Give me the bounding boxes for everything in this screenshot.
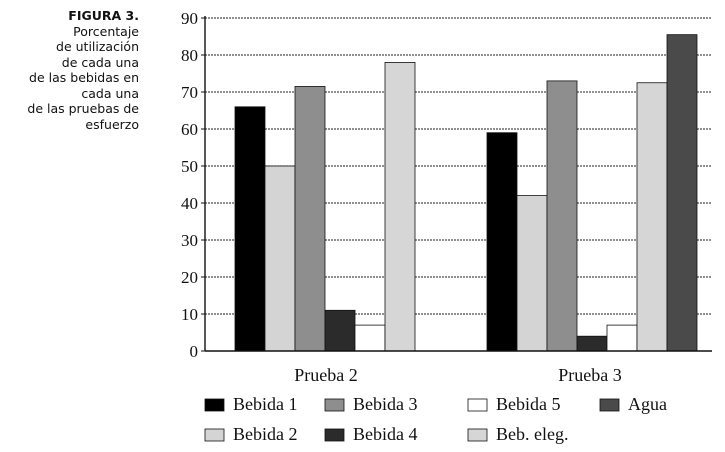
legend-swatch-bebida-3 xyxy=(324,398,345,412)
bar-bebida-4-prueba-3 xyxy=(576,335,608,352)
figure-caption-label: FIGURA 3. xyxy=(68,8,139,23)
legend-label-bebida-3: Bebida 3 xyxy=(353,394,418,414)
y-tick-label-90: 90 xyxy=(181,9,198,28)
legend: Bebida 1 Bebida 3 Bebida 5 Agua Bebida 2 Bebi… xyxy=(204,394,667,444)
y-tick-label-60: 60 xyxy=(181,120,198,139)
category-label-1: Prueba 2 xyxy=(294,365,357,385)
bar-bebida-4-prueba-2 xyxy=(324,309,356,352)
y-tick-label-70: 70 xyxy=(181,83,198,102)
legend-swatch-bebida-4 xyxy=(324,428,345,442)
bar-bebida-5-prueba-2 xyxy=(354,324,386,352)
y-tick-label-50: 50 xyxy=(181,157,198,176)
y-tick-label-30: 30 xyxy=(181,231,198,250)
bar-bebida-2-prueba-2 xyxy=(264,165,296,352)
figure-caption: FIGURA 3. Porcentaje de utilización de c… xyxy=(0,8,139,132)
bar-beb-eleg--prueba-2 xyxy=(384,62,416,352)
legend-swatch-agua xyxy=(599,398,620,412)
bars xyxy=(234,34,698,352)
figure-caption-text: Porcentaje de utilización de cada una de… xyxy=(27,23,139,132)
legend-swatch-bebida-2 xyxy=(204,428,225,442)
legend-swatch-bebida-1 xyxy=(204,398,225,412)
y-tick-label-0: 0 xyxy=(190,342,199,361)
y-tick-label-80: 80 xyxy=(181,46,198,65)
bar-beb-eleg--prueba-3 xyxy=(636,82,668,352)
bar-bebida-2-prueba-3 xyxy=(516,195,548,352)
bar-bebida-1-prueba-2 xyxy=(234,106,266,352)
axes xyxy=(201,16,712,352)
bar-agua-prueba-3 xyxy=(666,34,698,352)
bar-bebida-3-prueba-3 xyxy=(546,80,578,352)
legend-label-bebida-1: Bebida 1 xyxy=(233,394,298,414)
y-tick-labels: 0 10 20 30 40 50 60 70 80 90 xyxy=(181,9,198,361)
bar-bebida-3-prueba-2 xyxy=(294,86,326,352)
y-tick-label-40: 40 xyxy=(181,194,198,213)
y-tick-label-20: 20 xyxy=(181,268,198,287)
legend-label-beb-eleg-: Beb. eleg. xyxy=(496,424,568,444)
bar-bebida-5-prueba-3 xyxy=(606,324,638,352)
category-label-2: Prueba 3 xyxy=(558,365,621,385)
legend-label-bebida-5: Bebida 5 xyxy=(496,394,561,414)
legend-swatch-bebida-5 xyxy=(467,398,488,412)
category-labels: Prueba 2 Prueba 3 xyxy=(294,365,621,385)
legend-label-bebida-4: Bebida 4 xyxy=(353,424,418,444)
y-tick-label-10: 10 xyxy=(181,305,198,324)
bar-bebida-1-prueba-3 xyxy=(486,132,518,352)
legend-swatch-beb-eleg- xyxy=(467,428,488,442)
legend-label-agua: Agua xyxy=(628,394,667,414)
legend-label-bebida-2: Bebida 2 xyxy=(233,424,298,444)
